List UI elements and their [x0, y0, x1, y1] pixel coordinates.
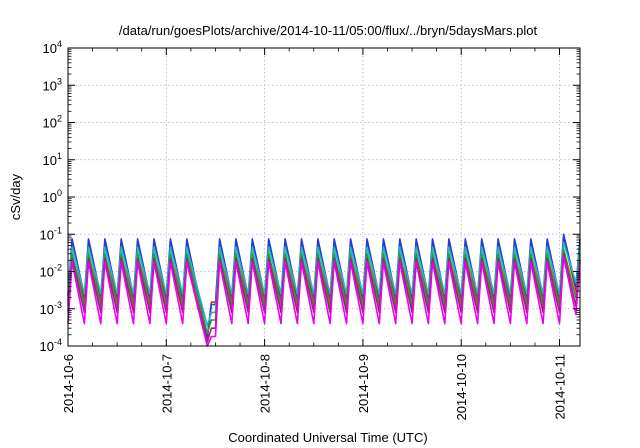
x-tick-label: 2014-10-7	[159, 354, 174, 413]
chart-title: /data/run/goesPlots/archive/2014-10-11/0…	[119, 23, 538, 38]
x-tick-label: 2014-10-10	[454, 354, 469, 421]
y-tick-label: 102	[43, 114, 62, 131]
axis-ticks	[67, 47, 580, 347]
y-tick-label: 101	[43, 151, 62, 168]
y-tick-label: 10-3	[40, 300, 62, 317]
x-tick-label: 2014-10-6	[61, 354, 76, 413]
x-tick-label: 2014-10-8	[258, 354, 273, 413]
series-lines	[67, 233, 581, 347]
y-axis-label: cSv/day	[8, 173, 23, 220]
y-tick-label: 104	[43, 39, 62, 56]
y-tick-labels: 10-4 10-3 10-2 10-1 100 101 102 103 104	[40, 39, 62, 354]
series-line	[67, 255, 581, 347]
y-tick-label: 10-1	[40, 225, 62, 242]
x-tick-labels: 2014-10-6 2014-10-7 2014-10-8 2014-10-9 2014…	[61, 354, 568, 421]
y-tick-label: 100	[43, 188, 62, 205]
y-tick-label: 10-4	[40, 337, 62, 354]
y-tick-label: 103	[43, 76, 62, 93]
x-axis-label: Coordinated Universal Time (UTC)	[228, 430, 427, 445]
x-tick-label: 2014-10-11	[553, 354, 568, 420]
x-tick-label: 2014-10-9	[356, 354, 371, 413]
y-tick-label: 10-2	[40, 263, 62, 280]
